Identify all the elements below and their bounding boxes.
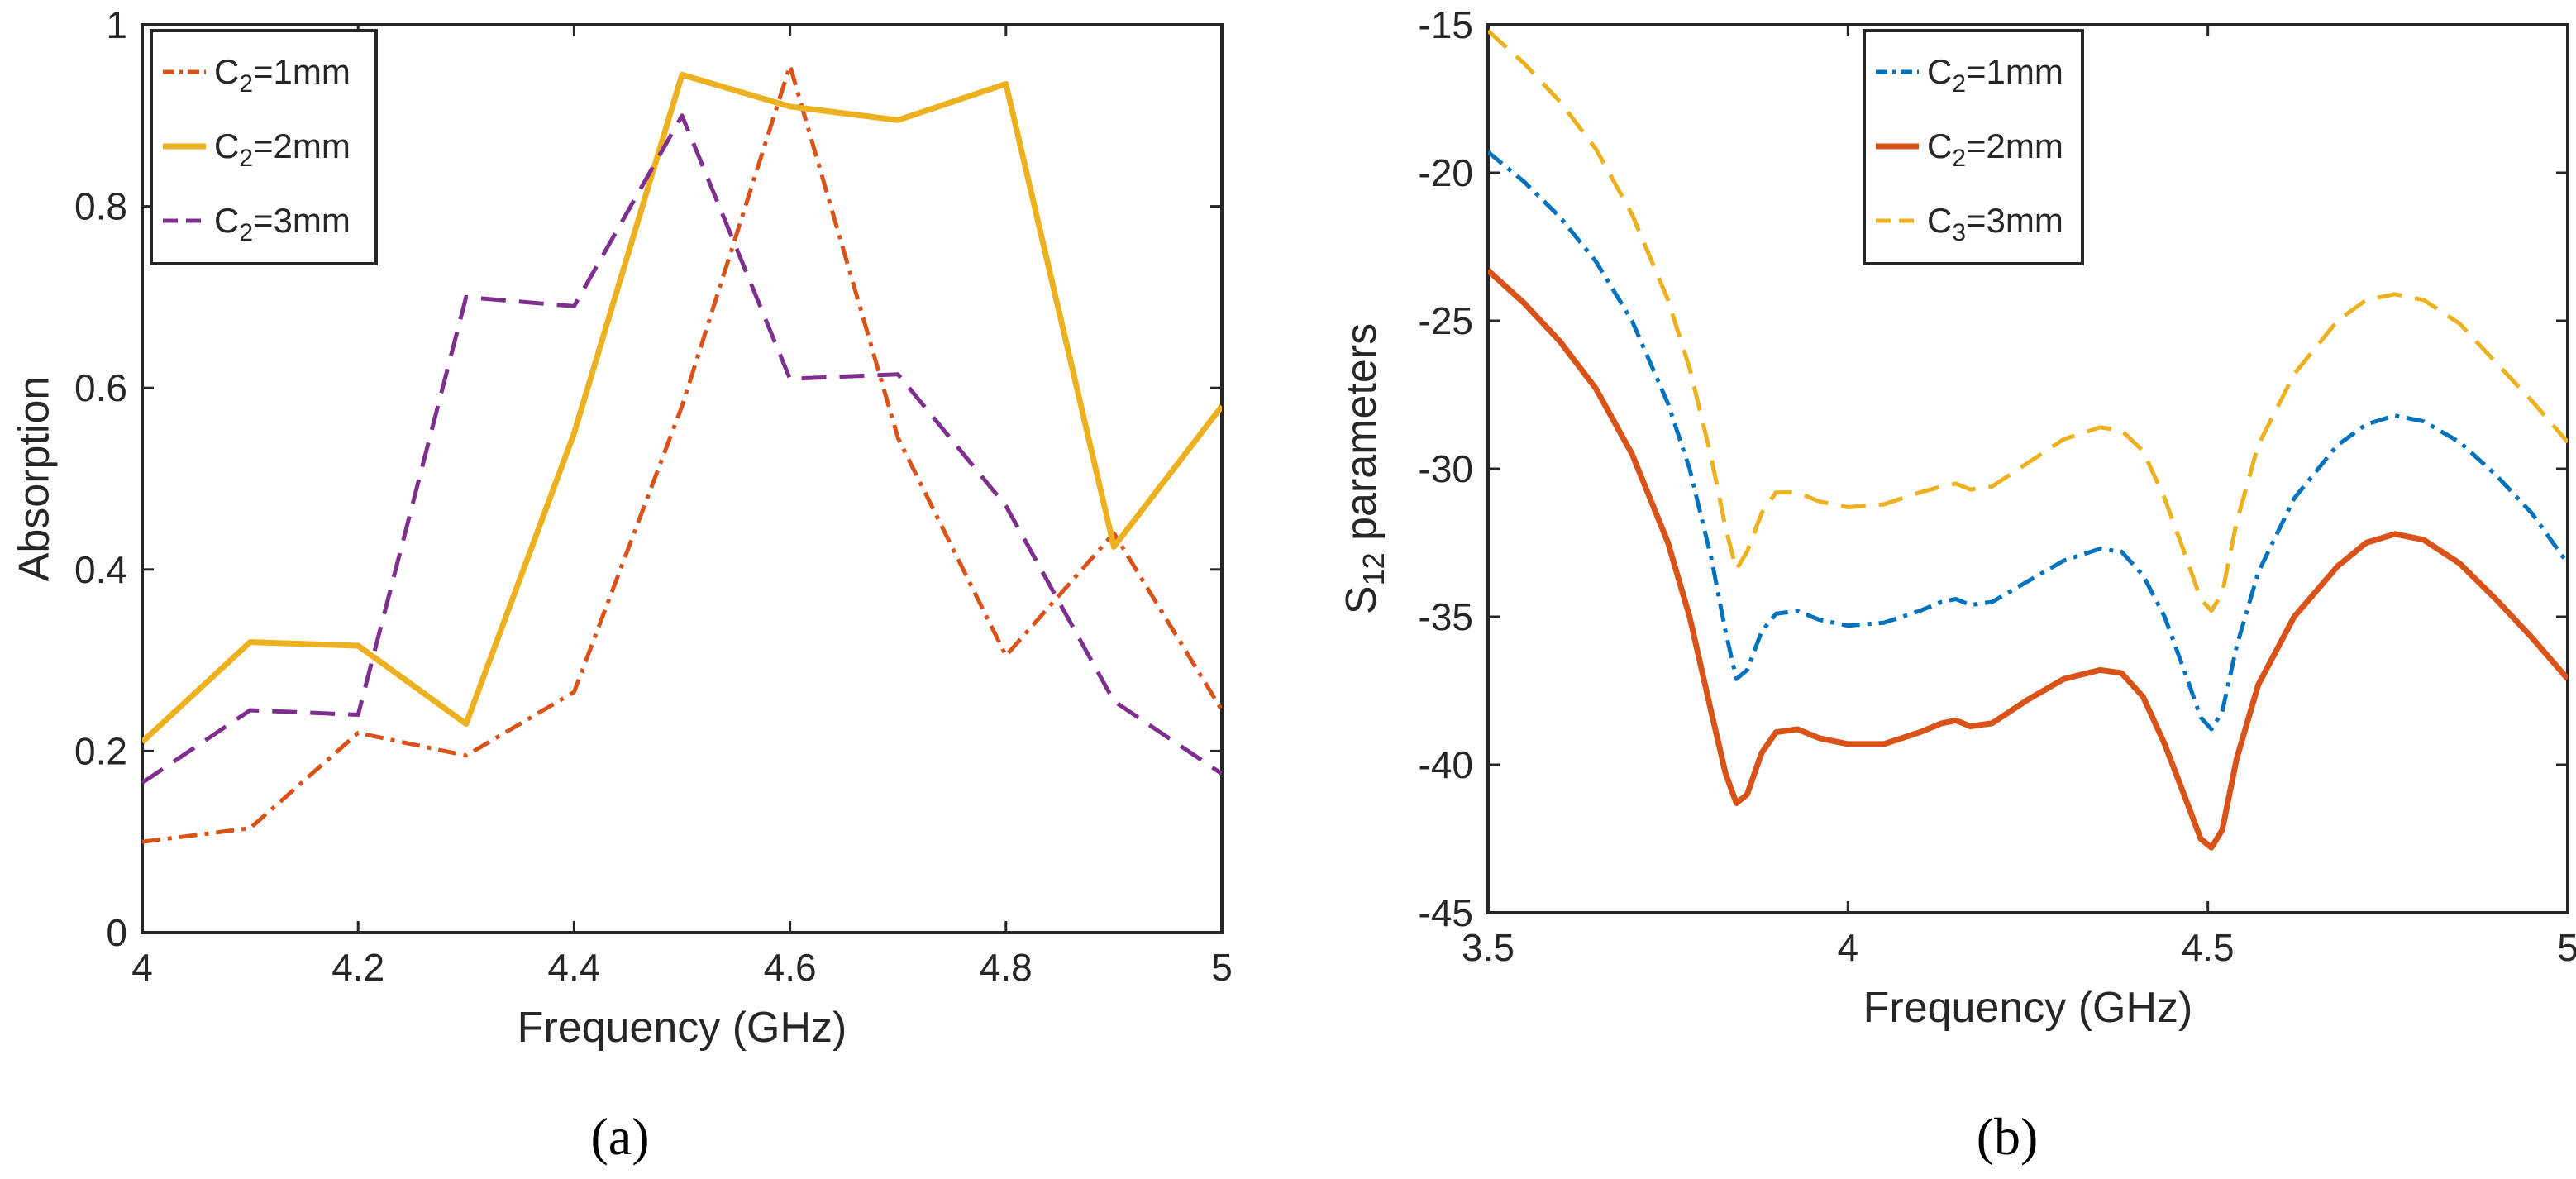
p1-xtick-label: 5 xyxy=(2557,926,2576,969)
p1-legend-label-rest: =1mm xyxy=(1966,52,2063,91)
p1-ytick-label: -40 xyxy=(1419,743,1473,786)
p1-legend-box xyxy=(1863,29,2084,265)
p0-legend-label-rest: =1mm xyxy=(253,52,351,91)
p1-ytick-label: -15 xyxy=(1419,3,1473,46)
p1-xtick-label: 4 xyxy=(1838,926,1859,969)
p1-series-group xyxy=(1488,29,2568,851)
p0-ytick-label: 0.4 xyxy=(74,548,127,591)
p1-legend-label-main: C xyxy=(1927,201,1952,240)
p0-legend-label-3: C2=3mm xyxy=(214,201,351,246)
p1-series-line-1 xyxy=(1488,150,2568,732)
p1-xtick-label: 4.5 xyxy=(2182,926,2235,969)
p0-xtick-label: 4.4 xyxy=(547,946,600,989)
p0-ytick-label: 0.6 xyxy=(74,366,127,409)
p1-ytick-label: -30 xyxy=(1419,447,1473,490)
p0-ytick-label: 0.2 xyxy=(74,729,127,772)
p1-y-axis-label-main: S xyxy=(1338,585,1386,614)
p0-legend-label-main: C xyxy=(214,126,239,165)
p1-series-line-2 xyxy=(1488,268,2568,851)
p1-xtick-label: 3.5 xyxy=(1462,926,1515,969)
p0-series-line-2 xyxy=(142,71,1222,744)
p1-ytick-label: -45 xyxy=(1419,891,1473,934)
p0-legend-label-main: C xyxy=(214,52,239,91)
p1-legend-label-3: C3=3mm xyxy=(1927,201,2063,246)
p1-legend-label-sub: 2 xyxy=(1952,70,1966,98)
panel-a-absorption-chart: 4 4.2 4.4 4.6 4.8 5 0 0.2 0.4 0.6 0.8 1 Frequency (G… xyxy=(11,3,1233,1166)
p1-legend-label-1: C2=1mm xyxy=(1927,52,2063,98)
p1-legend-label-main: C xyxy=(1927,52,1952,91)
p0-legend-label-1: C2=1mm xyxy=(214,52,351,98)
p0-legend-label-sub: 2 xyxy=(239,219,253,246)
p0-series-group xyxy=(142,63,1222,844)
p1-legend-label-rest: =2mm xyxy=(1966,126,2063,165)
p1-ytick-label: -20 xyxy=(1419,151,1473,194)
p1-legend-label-rest: =3mm xyxy=(1966,201,2063,240)
p1-legend-label-sub: 2 xyxy=(1952,145,1966,172)
p0-xtick-label: 5 xyxy=(1211,946,1233,989)
p0-legend-label-main: C xyxy=(214,201,239,240)
p0-xtick-label: 4.6 xyxy=(764,946,817,989)
p1-y-axis-label-rest: parameters xyxy=(1338,323,1386,552)
p0-xtick-label: 4.8 xyxy=(980,946,1033,989)
p1-ytick-label: -25 xyxy=(1419,299,1473,342)
p1-y-axis-label: S12 parameters xyxy=(1338,323,1391,614)
p0-xtick-label: 4.2 xyxy=(332,946,384,989)
p0-x-axis-label: Frequency (GHz) xyxy=(518,1004,847,1052)
p1-legend-label-sub: 3 xyxy=(1952,219,1966,246)
p0-legend-label-sub: 2 xyxy=(239,145,253,172)
p1-panel-label: (b) xyxy=(1977,1107,2039,1166)
p1-x-axis-label: Frequency (GHz) xyxy=(1863,984,2193,1032)
p0-series-line-1 xyxy=(142,63,1222,844)
p0-legend-label-rest: =3mm xyxy=(253,201,351,240)
p0-legend-label-rest: =2mm xyxy=(253,126,351,165)
panel-b-s12-chart: 3.5 4 4.5 5 -45 -40 -35 -30 -25 -20 -15 Frequency (… xyxy=(1338,3,2576,1166)
p0-y-axis-label: Absorption xyxy=(11,376,59,582)
p1-ytick-label: -35 xyxy=(1419,595,1473,638)
p0-xtick-label: 4 xyxy=(131,946,153,989)
p0-ytick-label: 0 xyxy=(106,911,127,954)
p0-panel-label: (a) xyxy=(590,1107,649,1166)
p0-legend-label-2: C2=2mm xyxy=(214,126,351,172)
p1-series-line-3 xyxy=(1488,29,2568,613)
p0-series-line-3 xyxy=(142,113,1222,785)
p1-legend-label-2: C2=2mm xyxy=(1927,126,2063,172)
p0-legend-label-sub: 2 xyxy=(239,70,253,98)
p0-ytick-label: 1 xyxy=(106,3,127,46)
p1-legend-label-main: C xyxy=(1927,126,1952,165)
p0-ytick-label: 0.8 xyxy=(74,185,127,228)
p1-y-axis-label-sub: 12 xyxy=(1357,552,1391,585)
p0-axes-frame xyxy=(141,23,1224,934)
